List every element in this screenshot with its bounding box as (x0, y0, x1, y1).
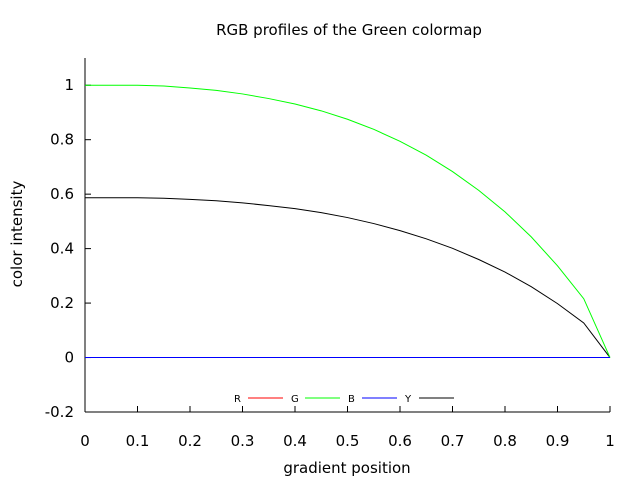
y-tick-label: -0.2 (45, 403, 74, 421)
y-tick-label: 0.8 (50, 131, 74, 149)
y-axis-label: color intensity (8, 181, 26, 288)
legend-label-b: B (348, 394, 355, 405)
y-tick-label: 0.2 (50, 294, 74, 312)
y-tick-label: 0.6 (50, 185, 74, 203)
x-tick-label: 0.7 (441, 432, 465, 450)
y-tick-label: 0.4 (50, 240, 74, 258)
legend-label-g: G (291, 394, 299, 405)
y-tick-label: 0 (64, 349, 74, 367)
x-axis-label: gradient position (283, 459, 410, 477)
series-line-g (85, 84, 611, 358)
series-line-y (85, 197, 611, 358)
x-tick-label: 0.6 (388, 432, 412, 450)
x-tick-label: 0.5 (336, 432, 360, 450)
x-tick-label: 0.8 (493, 432, 517, 450)
legend-label-r: R (234, 394, 241, 405)
x-tick-label: 0 (80, 432, 90, 450)
plot-area (85, 84, 611, 359)
x-tick-label: 1 (605, 432, 615, 450)
x-tick-label: 0.4 (283, 432, 307, 450)
x-tick-label: 0.3 (231, 432, 255, 450)
x-tick-label: 0.1 (126, 432, 150, 450)
x-tick-label: 0.2 (178, 432, 202, 450)
axes: 0 0.1 0.2 0.3 0.4 0.5 0.6 0.7 0.8 0.9 1 -0.2 0 0.2 0.4… (45, 58, 615, 450)
x-tick-label: 0.9 (546, 432, 570, 450)
legend-label-y: Y (404, 394, 412, 405)
chart-title: RGB profiles of the Green colormap (216, 21, 482, 39)
y-tick-label: 1 (64, 76, 74, 94)
